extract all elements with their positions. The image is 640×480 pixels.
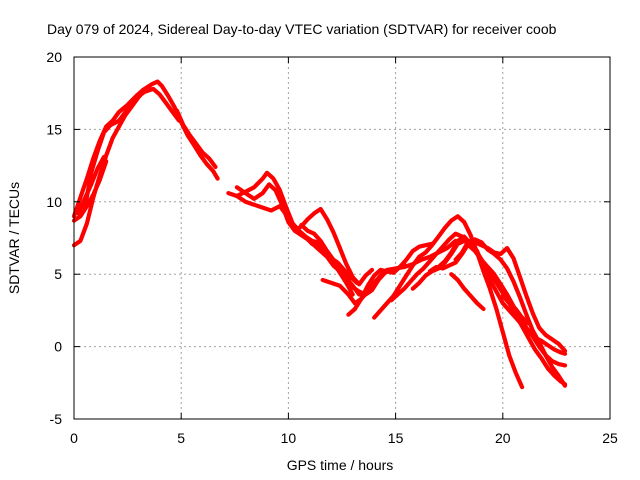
- series-line-pass-16: [410, 238, 568, 387]
- x-axis: 0 5 10 15 20 25: [70, 57, 618, 446]
- series-line-pass-11: [299, 222, 407, 297]
- x-tick-label: 5: [177, 430, 185, 446]
- series-line-pass-09: [234, 193, 355, 297]
- x-axis-label: GPS time / hours: [287, 457, 394, 473]
- grid: [74, 57, 610, 419]
- y-tick-label: 10: [46, 194, 62, 210]
- y-tick-label: -5: [50, 411, 63, 427]
- series-line-pass-21: [500, 293, 531, 326]
- y-tick-label: 15: [46, 121, 62, 137]
- series-line-pass-03: [71, 159, 109, 223]
- x-tick-label: 10: [281, 430, 297, 446]
- chart-title: Day 079 of 2024, Sidereal Day-to-day VTE…: [47, 21, 557, 37]
- series-line-pass-13: [346, 241, 435, 317]
- x-tick-label: 15: [388, 430, 404, 446]
- y-tick-label: 20: [46, 49, 62, 65]
- series-line-pass-20: [449, 272, 486, 312]
- x-tick-label: 25: [602, 430, 618, 446]
- y-axis: -5 0 5 10 15 20: [46, 49, 610, 427]
- series-line-pass-18: [453, 238, 568, 353]
- x-tick-label: 0: [70, 430, 78, 446]
- series-line-pass-05: [82, 86, 182, 212]
- series-group: [71, 79, 568, 390]
- y-axis-label: SDTVAR / TECUs: [6, 182, 22, 294]
- series-line-pass-06: [174, 108, 218, 170]
- series-line-pass-10: [286, 206, 375, 287]
- series-line-pass-14: [372, 214, 525, 390]
- x-tick-label: 20: [495, 430, 511, 446]
- y-tick-label: 5: [54, 266, 62, 282]
- plot-frame: [73, 56, 611, 420]
- series-line-pass-17: [427, 237, 568, 388]
- series-line-pass-12: [320, 238, 458, 306]
- series-line-pass-19: [436, 234, 568, 356]
- y-tick-label: 0: [54, 339, 62, 355]
